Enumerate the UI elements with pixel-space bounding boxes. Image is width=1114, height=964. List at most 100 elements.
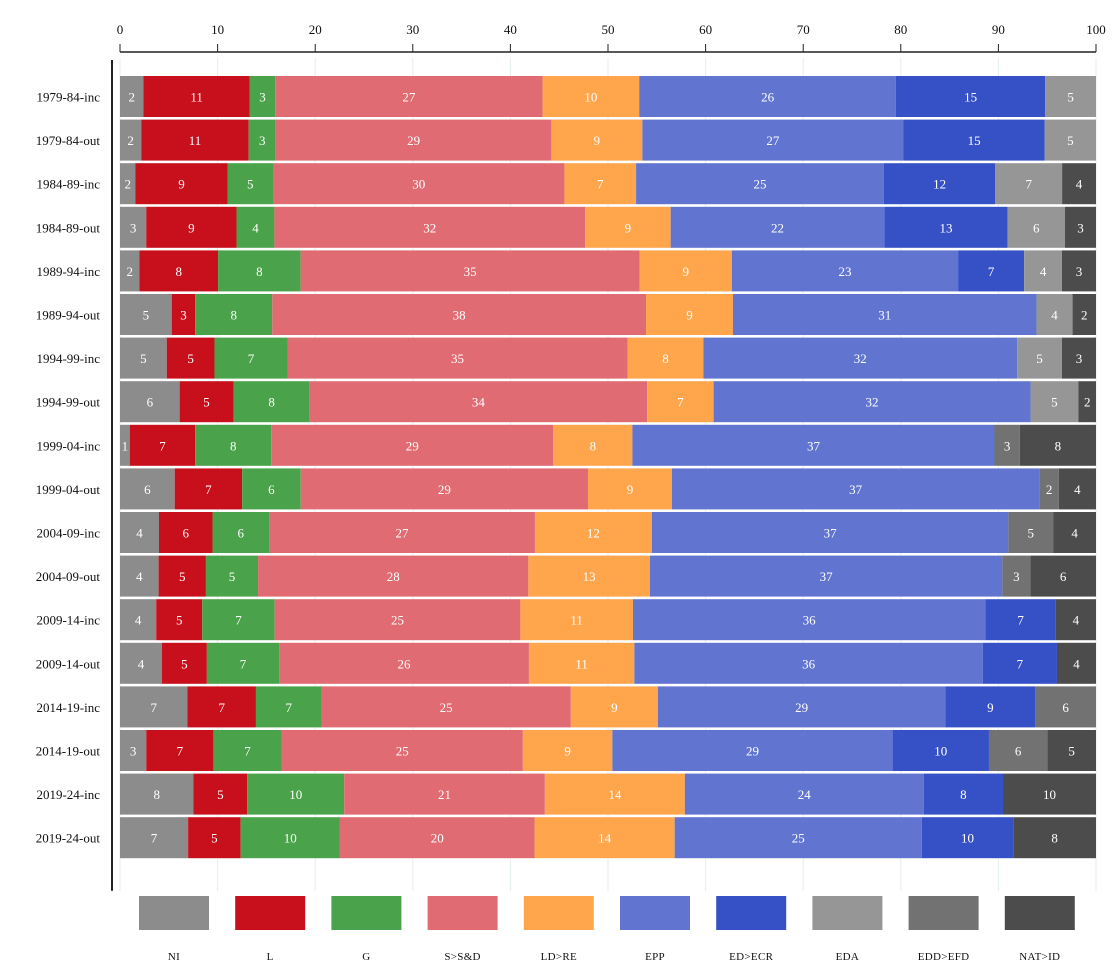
bar-segment bbox=[212, 512, 270, 553]
bar-segment bbox=[1013, 817, 1096, 859]
bar-value-label: 36 bbox=[803, 613, 817, 628]
bar-segment bbox=[202, 599, 275, 641]
bar-segment bbox=[564, 163, 637, 205]
bar-segment bbox=[120, 337, 167, 379]
bar-segment bbox=[921, 817, 1014, 859]
bar-segment bbox=[247, 773, 345, 815]
bar-segment bbox=[649, 555, 1003, 597]
bar-segment bbox=[240, 817, 340, 859]
bar-value-label: 10 bbox=[961, 831, 974, 846]
bar-value-label: 6 bbox=[1015, 744, 1022, 759]
legend-label: NAT>ID bbox=[1019, 951, 1060, 963]
bar-value-label: 6 bbox=[144, 482, 151, 497]
legend-swatch bbox=[716, 896, 787, 930]
bar-value-label: 9 bbox=[594, 133, 601, 148]
bar-value-label: 7 bbox=[1017, 613, 1024, 628]
bar-segment bbox=[1030, 555, 1096, 597]
x-tick-label: 70 bbox=[797, 22, 810, 37]
bar-value-label: 15 bbox=[964, 90, 977, 105]
bar-segment bbox=[120, 424, 130, 466]
legend-label: L bbox=[267, 951, 274, 963]
bar-segment bbox=[674, 817, 922, 859]
row-label: 2004-09-inc bbox=[36, 526, 100, 541]
bar-segment bbox=[639, 250, 732, 292]
bar-value-label: 13 bbox=[939, 220, 952, 235]
bar-value-label: 27 bbox=[766, 133, 780, 148]
bar-value-label: 37 bbox=[807, 438, 821, 453]
bar-segment bbox=[544, 773, 685, 815]
bar-value-label: 7 bbox=[1025, 177, 1032, 192]
legend-swatch bbox=[908, 896, 979, 930]
bar-value-label: 3 bbox=[130, 220, 137, 235]
bar-segment bbox=[1061, 337, 1096, 379]
legend-swatch bbox=[139, 896, 209, 930]
bar-value-label: 22 bbox=[771, 220, 784, 235]
bar-segment bbox=[551, 119, 643, 161]
bar-segment bbox=[534, 512, 652, 553]
bar-value-label: 37 bbox=[849, 482, 863, 497]
bar-value-label: 4 bbox=[135, 613, 142, 628]
legend-label: LD>RE bbox=[541, 951, 577, 963]
bar-value-label: 7 bbox=[159, 438, 166, 453]
bar-segment bbox=[553, 424, 633, 466]
bar-segment bbox=[272, 163, 565, 205]
bar-segment bbox=[1019, 424, 1096, 466]
bar-value-label: 5 bbox=[247, 177, 254, 192]
row-label: 2004-09-out bbox=[36, 569, 101, 584]
x-tick-label: 10 bbox=[211, 22, 224, 37]
bar-value-label: 7 bbox=[244, 744, 251, 759]
bar-value-label: 5 bbox=[211, 831, 218, 846]
legend-swatch bbox=[523, 896, 594, 930]
bar-segment bbox=[139, 250, 219, 292]
bar-segment bbox=[344, 773, 545, 815]
bar-segment bbox=[120, 163, 136, 205]
bar-value-label: 7 bbox=[248, 351, 255, 366]
x-tick-label: 60 bbox=[699, 22, 712, 37]
bar-segment bbox=[120, 773, 194, 815]
row-label: 1999-04-inc bbox=[36, 438, 100, 453]
legend-label: S>S&D bbox=[444, 951, 480, 963]
bar-value-label: 4 bbox=[1040, 264, 1047, 279]
row-label: 2009-14-inc bbox=[36, 613, 100, 628]
bar-segment bbox=[1053, 512, 1096, 553]
bar-value-label: 7 bbox=[1017, 656, 1024, 671]
bar-value-label: 7 bbox=[177, 744, 184, 759]
bar-segment bbox=[275, 76, 543, 117]
bar-segment bbox=[1002, 555, 1031, 597]
bar-segment bbox=[236, 206, 275, 248]
bar-segment bbox=[213, 730, 282, 771]
bar-segment bbox=[883, 163, 996, 205]
bar-segment bbox=[994, 424, 1020, 466]
bar-value-label: 10 bbox=[934, 744, 947, 759]
legend-swatch bbox=[812, 896, 883, 930]
bar-value-label: 9 bbox=[686, 308, 693, 323]
bar-segment bbox=[275, 119, 552, 161]
bar-segment bbox=[639, 76, 896, 117]
bar-segment bbox=[647, 381, 714, 423]
bar-value-label: 4 bbox=[1073, 613, 1080, 628]
bar-value-label: 27 bbox=[402, 90, 416, 105]
x-tick-label: 20 bbox=[309, 22, 322, 37]
bar-segment bbox=[1056, 642, 1096, 684]
bar-segment bbox=[528, 555, 650, 597]
legend-label: ED>ECR bbox=[729, 951, 773, 963]
row-label: 1984-89-inc bbox=[36, 177, 100, 192]
row-label: 1999-04-out bbox=[36, 482, 101, 497]
bar-value-label: 5 bbox=[1036, 351, 1043, 366]
bar-value-label: 5 bbox=[217, 787, 224, 802]
bar-value-label: 3 bbox=[259, 133, 266, 148]
bar-segment bbox=[135, 163, 228, 205]
bar-segment bbox=[988, 730, 1048, 771]
bar-value-label: 4 bbox=[138, 656, 145, 671]
bar-segment bbox=[242, 468, 301, 510]
bar-segment bbox=[141, 119, 249, 161]
bar-segment bbox=[171, 294, 196, 335]
bar-value-label: 27 bbox=[395, 526, 409, 541]
bar-segment bbox=[233, 381, 310, 423]
bar-value-label: 3 bbox=[259, 90, 266, 105]
bar-value-label: 4 bbox=[1076, 177, 1083, 192]
bar-segment bbox=[120, 730, 147, 771]
bar-value-label: 2 bbox=[1046, 482, 1053, 497]
bar-value-label: 10 bbox=[584, 90, 597, 105]
bar-segment bbox=[174, 468, 243, 510]
